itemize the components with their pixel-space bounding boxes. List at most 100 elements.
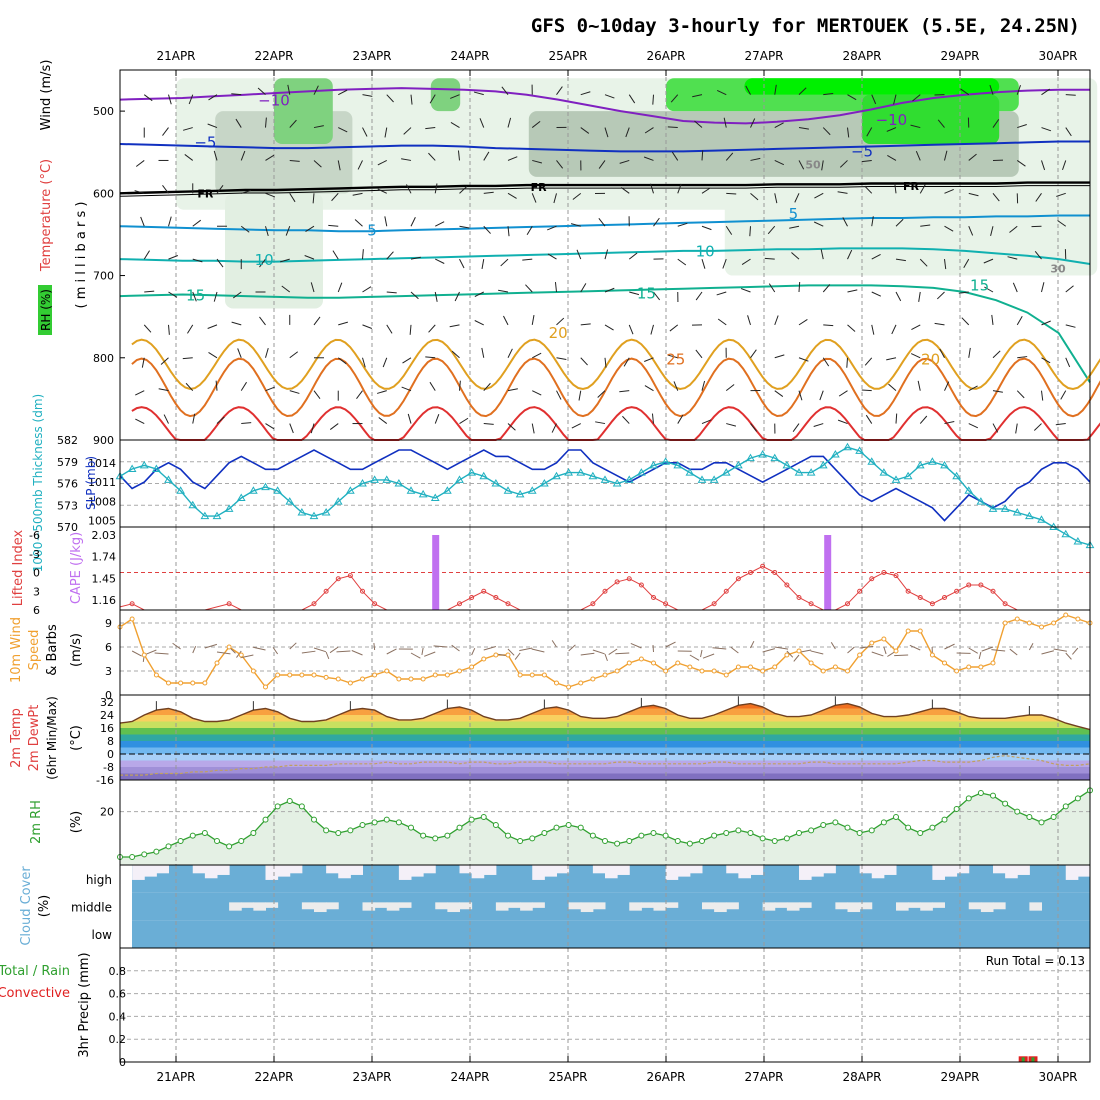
wind-barb <box>629 291 640 296</box>
wind-barb <box>240 150 246 161</box>
wind-barb <box>725 152 734 161</box>
cloud-gap <box>653 902 667 911</box>
rh-legend-swatch <box>38 285 52 335</box>
date-label-bottom-29APR: 29APR <box>940 1070 979 1084</box>
thickness-marker <box>612 479 622 487</box>
ylabel-lifted-index: Lifted Index <box>11 529 26 606</box>
wind-barb <box>434 291 438 302</box>
wind-barb <box>265 192 276 198</box>
wind-barb <box>958 291 969 294</box>
wind-barb <box>919 184 926 194</box>
wind-barb <box>895 413 898 424</box>
wind-barb <box>846 357 848 368</box>
contour-label-11: 15 <box>186 286 205 304</box>
cloud-row-low <box>132 920 1090 948</box>
contour-label-7: 5 <box>367 221 377 239</box>
precip-rain-bar-0 <box>1021 1057 1025 1062</box>
thickness-marker <box>358 479 367 487</box>
cloud-gap <box>132 865 145 880</box>
wind-barb <box>425 356 436 359</box>
wind-barb <box>401 158 412 161</box>
wind-barb <box>556 357 567 361</box>
rh-2m-marker <box>1002 800 1009 807</box>
wind-barb-10m <box>1065 652 1072 660</box>
contour-label-0: −10 <box>258 91 290 109</box>
wind-barb <box>332 250 339 260</box>
wind-barb <box>653 291 661 301</box>
cape-ytick-1.45: 1.45 <box>92 572 117 585</box>
wind-barb <box>377 159 387 166</box>
thickness-marker <box>515 489 525 498</box>
wind-barb <box>158 388 169 392</box>
cloud-gap <box>641 902 654 908</box>
wind-barb-10m <box>615 652 630 655</box>
ylabel-slp: SLP (mb) <box>84 456 98 510</box>
wind-speed-marker <box>311 672 317 678</box>
wind-barb <box>386 251 394 260</box>
wind-ytick-6: 6 <box>105 641 112 654</box>
wind-barb <box>798 87 807 96</box>
lifted-index-marker <box>481 588 487 594</box>
lifted-index-marker <box>457 601 462 607</box>
wind-speed-marker <box>481 656 487 662</box>
ylabel-cape: CAPE (J/kg) <box>69 532 84 604</box>
wind-speed-marker <box>675 660 681 666</box>
thickness-marker <box>139 460 149 469</box>
wind-speed-marker <box>784 652 790 658</box>
wind-barb-10m <box>580 652 595 656</box>
thickness-marker <box>127 464 137 472</box>
rh-2m-marker <box>444 832 451 839</box>
wind-barb <box>331 192 339 202</box>
date-label-bottom-21APR: 21APR <box>156 1070 195 1084</box>
wind-barb <box>701 380 706 391</box>
wind-barb <box>968 153 977 161</box>
wind-barb <box>944 225 954 232</box>
wind-barb <box>285 226 291 236</box>
lifted-index-marker <box>335 576 341 582</box>
wind-barb-10m <box>1053 648 1067 652</box>
wind-barb <box>483 423 494 425</box>
thickness-marker <box>867 457 877 465</box>
wind-barb <box>652 94 654 105</box>
wind-barb <box>450 94 460 99</box>
lifted-index-marker <box>723 588 729 594</box>
wind-barb <box>140 216 145 227</box>
wind-barb <box>1033 423 1042 431</box>
wind-speed-marker <box>1063 612 1069 618</box>
thickness-marker <box>273 486 282 494</box>
wind-barb <box>507 348 513 358</box>
rh-2m-marker <box>1074 795 1081 802</box>
wind-barb <box>1034 251 1042 260</box>
thickness-marker <box>661 457 670 465</box>
wind-barb <box>450 121 460 128</box>
wind-barb <box>1060 390 1067 400</box>
cloud-gap <box>1017 865 1030 875</box>
rh-shading-9 <box>862 94 1000 144</box>
cloud-gap <box>495 902 509 911</box>
li-ytick-6: 6 <box>33 604 40 617</box>
wind-barb <box>337 160 341 171</box>
wind-barb <box>620 187 630 194</box>
wind-speed-marker <box>663 668 669 674</box>
wind-barb <box>215 380 218 391</box>
wind-speed-marker <box>990 660 996 666</box>
thickness-line <box>119 446 1091 546</box>
wind-barb <box>1041 282 1045 293</box>
cloud-gap <box>823 865 836 874</box>
precip-ytick-0.2: 0.2 <box>109 1033 127 1046</box>
wind-speed-marker <box>129 616 135 622</box>
wind-barb <box>847 94 857 101</box>
wind-barb-10m <box>386 648 397 655</box>
wind-barb <box>619 159 630 164</box>
wind-barb <box>838 390 848 397</box>
wind-barb <box>968 423 979 429</box>
thickness-marker <box>370 475 379 483</box>
cloud-gap <box>532 865 545 880</box>
wind-ytick-0: 0 <box>105 689 112 702</box>
cloud-gap <box>386 902 400 911</box>
wind-barb <box>532 159 543 164</box>
thickness-marker <box>1012 508 1022 516</box>
wind-speed-marker <box>711 668 717 674</box>
isotherm-FR-double <box>119 185 1090 197</box>
cloud-gap <box>398 902 412 908</box>
